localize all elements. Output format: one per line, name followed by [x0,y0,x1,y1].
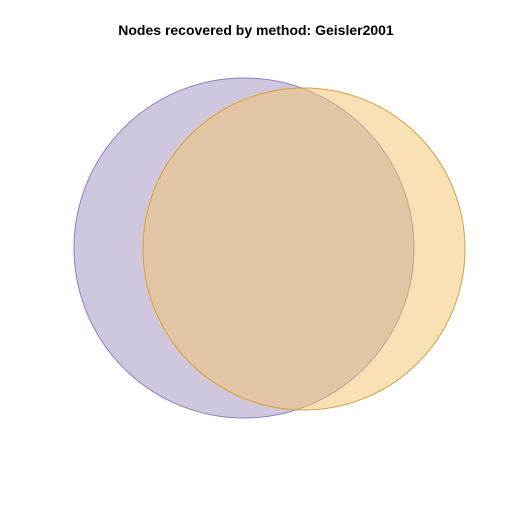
venn-set-b-circle [142,87,466,411]
page-title: Nodes recovered by method: Geisler2001 [118,22,394,38]
